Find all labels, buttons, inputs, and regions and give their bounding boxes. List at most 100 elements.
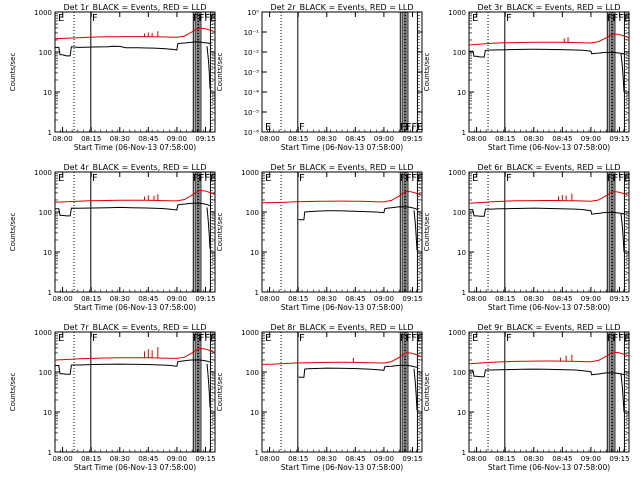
x-tick-label: 08:45 [138, 455, 158, 463]
events-line [206, 363, 211, 408]
y-axis-label: Counts/sec [423, 213, 431, 252]
x-tick-label: 09:00 [581, 135, 601, 143]
events-line [469, 207, 626, 217]
x-axis-label: Start Time (06-Nov-13 07:58:00) [281, 463, 403, 472]
y-tick-label: 100 [246, 369, 259, 377]
x-axis-label: Start Time (06-Nov-13 07:58:00) [488, 463, 610, 472]
y-tick-label: 1 [48, 289, 52, 297]
x-tick-label: 08:00 [260, 135, 280, 143]
x-tick-label: 08:30 [524, 295, 544, 303]
detector-panel-7: Det 7r_BLACK = Events, RED = LLD Counts/s… [9, 323, 216, 472]
y-tick-label: 1 [255, 449, 259, 457]
y-axis-label: Counts/sec [9, 373, 17, 412]
y-tick-label: 1 [462, 449, 466, 457]
detector-panel-5: Det 5r_BLACK = Events, RED = LLD Counts/s… [216, 163, 423, 312]
x-tick-label: 08:45 [552, 455, 572, 463]
x-axis-label: Start Time (06-Nov-13 07:58:00) [281, 143, 403, 152]
series-events [469, 368, 626, 413]
x-tick-label: 08:30 [110, 135, 130, 143]
detector-panel-9: Det 9r_BLACK = Events, RED = LLD Counts/s… [423, 323, 630, 472]
y-tick-label: 10⁻² [244, 49, 260, 57]
y-tick-label: 10 [457, 89, 466, 97]
panel-title: Det 4r_BLACK = Events, RED = LLD [63, 163, 206, 172]
x-tick-label: 08:45 [552, 135, 572, 143]
events-line [298, 206, 419, 221]
flag-annotation: FFFE [400, 173, 424, 184]
y-tick-label: 1000 [34, 9, 52, 17]
events-line [469, 368, 626, 378]
series-events [298, 206, 419, 251]
x-tick-label: 09:00 [167, 295, 187, 303]
lld-line [261, 352, 423, 365]
flag-annotation: E [58, 173, 64, 184]
panel-title: Det 2r_BLACK = Events, RED = LLD [270, 3, 413, 12]
series-lld [54, 27, 216, 40]
x-tick-label: 08:15 [495, 295, 515, 303]
y-tick-label: 10 [250, 409, 259, 417]
flag-annotation: F [506, 333, 512, 344]
flag-annotation: E [472, 333, 478, 344]
flag-annotation: F [506, 13, 512, 24]
x-axis-label: Start Time (06-Nov-13 07:58:00) [281, 303, 403, 312]
flag-annotation: FFFE [400, 122, 424, 133]
flag-annotation: F [299, 173, 305, 184]
series-lld [261, 352, 423, 365]
y-tick-label: 1000 [34, 329, 52, 337]
events-line [469, 48, 626, 58]
x-tick-label: 08:45 [552, 295, 572, 303]
series-events [298, 364, 419, 411]
y-axis-label: Counts/sec [216, 373, 224, 412]
detector-panel-8: Det 8r_BLACK = Events, RED = LLD Counts/s… [216, 323, 423, 472]
x-tick-label: 09:15 [609, 295, 629, 303]
y-tick-label: 100 [39, 369, 52, 377]
flag-annotation: FFFE [193, 173, 217, 184]
flag-annotation: E [472, 13, 478, 24]
events-line [55, 202, 212, 217]
y-tick-label: 1 [48, 129, 52, 137]
y-tick-label: 100 [39, 49, 52, 57]
flag-annotation: F [92, 333, 98, 344]
y-tick-label: 10⁻⁴ [244, 89, 260, 97]
detector-panel-3: Det 3r_BLACK = Events, RED = LLD Counts/s… [423, 3, 630, 152]
series-lld [54, 347, 216, 361]
panel-title: Det 5r_BLACK = Events, RED = LLD [270, 163, 413, 172]
series-events [469, 207, 626, 253]
series-events [469, 48, 626, 93]
lld-line [468, 33, 630, 46]
y-tick-label: 10 [457, 249, 466, 257]
detector-panel-2: Det 2r_BLACK = Events, RED = LLD Counts/s… [216, 3, 423, 152]
x-tick-label: 08:30 [524, 455, 544, 463]
series-lld [468, 33, 630, 46]
detector-panel-4: Det 4r_BLACK = Events, RED = LLD Counts/s… [9, 163, 216, 312]
events-line [620, 213, 625, 253]
panel-title: Det 6r_BLACK = Events, RED = LLD [477, 163, 620, 172]
y-tick-label: 1000 [241, 329, 259, 337]
y-tick-label: 100 [453, 209, 466, 217]
x-tick-label: 08:30 [317, 455, 337, 463]
y-axis-label: Counts/sec [423, 53, 431, 92]
flag-annotation: E [265, 122, 271, 133]
events-line [206, 46, 211, 89]
x-axis-label: Start Time (06-Nov-13 07:58:00) [488, 303, 610, 312]
series-lld [468, 191, 630, 204]
x-tick-label: 09:00 [374, 295, 394, 303]
x-tick-label: 09:00 [374, 455, 394, 463]
y-tick-label: 1000 [34, 169, 52, 177]
panel-title: Det 8r_BLACK = Events, RED = LLD [270, 323, 413, 332]
x-tick-label: 08:15 [495, 135, 515, 143]
y-tick-label: 1000 [448, 169, 466, 177]
flag-annotation: E [265, 173, 271, 184]
x-tick-label: 08:45 [138, 295, 158, 303]
series-events [55, 202, 212, 249]
x-tick-label: 09:15 [402, 455, 422, 463]
y-tick-label: 100 [246, 209, 259, 217]
x-tick-label: 09:15 [609, 135, 629, 143]
y-tick-label: 10 [43, 409, 52, 417]
flag-annotation: FFFE [607, 13, 631, 24]
x-tick-label: 08:00 [53, 455, 73, 463]
y-axis-label: Counts/sec [216, 53, 224, 92]
x-tick-label: 09:00 [167, 455, 187, 463]
y-tick-label: 100 [453, 49, 466, 57]
x-tick-label: 08:00 [467, 135, 487, 143]
